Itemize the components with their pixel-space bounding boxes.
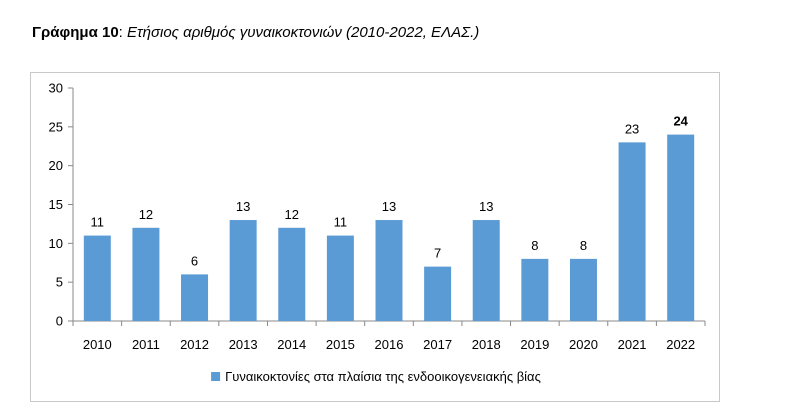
x-tick-label: 2020: [569, 337, 598, 352]
data-label: 6: [191, 253, 198, 268]
data-label: 13: [479, 199, 493, 214]
data-label: 24: [673, 114, 688, 129]
data-label: 11: [91, 215, 105, 230]
y-tick-label: 20: [49, 158, 63, 173]
x-tick-label: 2010: [83, 337, 112, 352]
bar: [472, 220, 500, 321]
y-tick-label: 15: [49, 197, 63, 212]
legend-label: Γυναικοκτονίες στα πλαίσια της ενδοοικογ…: [225, 369, 541, 384]
data-label: 8: [580, 238, 587, 253]
y-tick-label: 30: [49, 81, 63, 96]
x-tick-label: 2012: [180, 337, 209, 352]
bar: [132, 227, 160, 321]
data-label: 8: [531, 238, 538, 253]
bar: [618, 142, 646, 321]
x-tick-label: 2016: [375, 337, 404, 352]
x-tick-label: 2022: [666, 337, 695, 352]
x-tick-label: 2014: [277, 337, 306, 352]
y-tick-label: 5: [56, 275, 63, 290]
chart-frame: [30, 72, 720, 402]
bar: [569, 258, 597, 321]
chart-title-label: Γράφημα 10: [32, 24, 119, 41]
chart-title-text: Ετήσιος αριθμός γυναικοκτονιών (2010-202…: [127, 24, 480, 41]
bar: [424, 266, 452, 321]
data-label: 13: [236, 199, 250, 214]
bar: [326, 235, 354, 321]
data-label: 13: [382, 199, 396, 214]
x-tick-label: 2011: [132, 337, 160, 352]
y-tick-label: 25: [49, 119, 63, 134]
bar: [229, 220, 257, 321]
bar: [667, 134, 695, 321]
x-tick-label: 2017: [423, 337, 452, 352]
x-tick-label: 2018: [472, 337, 501, 352]
y-tick-label: 0: [56, 314, 63, 329]
data-label: 11: [334, 215, 348, 230]
bar: [181, 274, 209, 321]
y-tick-label: 10: [49, 236, 63, 251]
data-label: 12: [139, 207, 153, 222]
legend-swatch: [211, 372, 221, 381]
chart-title: Γράφημα 10: Ετήσιος αριθμός γυναικοκτονι…: [32, 24, 479, 41]
bar: [278, 227, 306, 321]
x-tick-label: 2019: [520, 337, 549, 352]
bar: [375, 220, 403, 321]
data-label: 7: [434, 246, 441, 261]
bar: [83, 235, 111, 321]
data-label: 23: [625, 121, 639, 136]
x-tick-label: 2021: [618, 337, 647, 352]
chart-title-separator: :: [118, 24, 123, 41]
x-tick-label: 2013: [229, 337, 258, 352]
data-label: 12: [285, 207, 299, 222]
bar: [521, 258, 549, 321]
x-tick-label: 2015: [326, 337, 355, 352]
